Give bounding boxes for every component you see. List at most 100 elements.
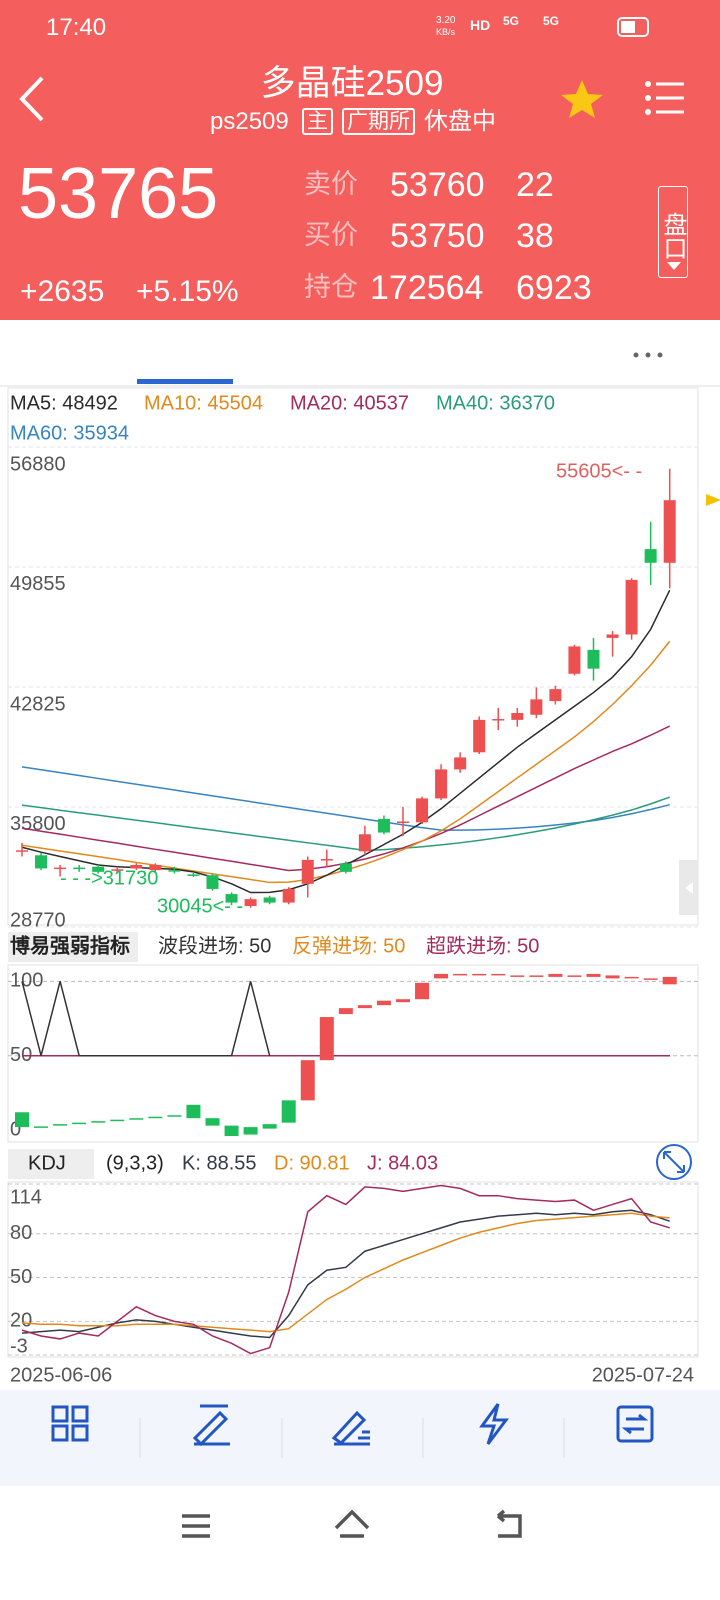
more-tabs[interactable]	[633, 352, 663, 358]
market-status: 休盘中	[424, 108, 496, 135]
candle-body	[167, 1115, 182, 1117]
candle-body	[91, 1121, 106, 1123]
candle-body	[530, 699, 543, 715]
wave-line	[21, 981, 271, 1057]
candle-body	[148, 1116, 163, 1119]
candle-body	[262, 1124, 277, 1129]
tab-underline	[137, 379, 233, 384]
x-tick-label: 2025-07-24	[592, 1364, 694, 1386]
toolbar-label[interactable]: 交易	[613, 1459, 655, 1482]
ma-line	[21, 796, 670, 852]
y-tick-label: -3	[10, 1335, 28, 1357]
tab[interactable]: 5m	[413, 337, 451, 367]
kdj-line	[21, 1184, 670, 1355]
toolbar-label[interactable]: 更多	[49, 1459, 91, 1482]
tab[interactable]: 3m	[537, 337, 575, 367]
candle-body	[454, 757, 467, 770]
quote-label: 卖价	[304, 169, 358, 199]
candle-body	[16, 850, 28, 852]
candle-body	[300, 1060, 315, 1101]
nav-icons[interactable]	[182, 1509, 522, 1538]
y-tick-label: 20	[10, 1310, 32, 1332]
tab[interactable]: 1m	[290, 337, 328, 367]
y-tick-label: 114	[10, 1186, 42, 1208]
candle-body	[643, 978, 658, 980]
ma-line	[21, 640, 671, 884]
ma-legend: MA60: 35934	[10, 422, 129, 444]
y-tick-label: 80	[10, 1222, 32, 1244]
kline-panel	[7, 387, 699, 926]
candle-body	[281, 1100, 296, 1123]
candle-body	[663, 500, 676, 563]
tab[interactable]: 分时	[35, 337, 89, 367]
candle-body	[110, 1119, 125, 1122]
expand-icon[interactable]	[656, 1144, 692, 1180]
candle-body	[263, 897, 276, 903]
y-tick-label: 42825	[10, 693, 66, 715]
indicator-title: 博易强弱指标	[10, 933, 130, 957]
candle-body	[624, 976, 639, 979]
candle-body	[301, 859, 314, 884]
candle-body	[492, 719, 505, 721]
clock: 17:40	[46, 14, 107, 41]
candle-body	[320, 859, 333, 861]
candle-body	[453, 973, 468, 976]
kdj-title: KDJ	[28, 1152, 66, 1174]
candle-body	[606, 634, 619, 638]
candle-body	[243, 1127, 258, 1135]
net1: 5G	[503, 14, 520, 28]
net-speed: 3.20	[436, 15, 456, 26]
ma-legend: MA10: 45504	[144, 392, 263, 414]
ma-line	[21, 725, 671, 872]
kdj-legend: K: 88.55	[182, 1152, 257, 1174]
candle-body	[415, 982, 430, 1000]
order-book-button[interactable]: 盘口	[658, 186, 688, 278]
candle-body	[168, 870, 181, 872]
indicator-panel	[7, 964, 699, 1143]
title: 多晶硅2509	[260, 64, 444, 103]
candle-body	[15, 1112, 29, 1128]
y-tick-label: 28770	[10, 909, 66, 931]
candle-body	[224, 1125, 239, 1137]
candle-body	[225, 894, 238, 903]
change: +2635	[20, 275, 105, 308]
y-tick-label: 49855	[10, 573, 66, 595]
quote-volume: 38	[516, 217, 554, 255]
kdj-line	[21, 1209, 670, 1339]
toolbar-separators	[139, 1418, 565, 1458]
candle-body	[662, 976, 677, 985]
candle-body	[338, 1008, 353, 1015]
change-pct: +5.15%	[136, 275, 239, 308]
toolbar-icons	[51, 1403, 654, 1447]
quote-volume: 6923	[516, 269, 592, 307]
y-tick-label: 0	[10, 1118, 21, 1140]
tab-active[interactable]: 日K	[163, 337, 209, 367]
toolbar-label[interactable]: 闪电下单	[451, 1459, 535, 1482]
toolbar-label[interactable]: 画线下单	[310, 1459, 394, 1482]
ma-line	[21, 766, 670, 831]
price-pointer	[706, 494, 720, 506]
side-handle-arrow	[685, 882, 693, 894]
price-annotation: 55605<- -	[556, 460, 642, 482]
candle-body	[129, 1118, 144, 1120]
candle-body	[376, 1000, 391, 1006]
candle-body	[548, 973, 563, 977]
quote-label: 买价	[304, 220, 358, 250]
candle-body	[472, 973, 487, 976]
candle-body	[511, 713, 524, 720]
candle-body	[416, 798, 429, 823]
kdj-legend: D: 90.81	[274, 1152, 350, 1174]
side-handle[interactable]	[679, 860, 698, 915]
candle-body	[319, 1017, 334, 1061]
candle-body	[35, 855, 48, 869]
quote-value: 53760	[390, 166, 485, 204]
candle-body	[34, 1126, 49, 1128]
candle-body	[206, 875, 219, 889]
toolbar-label[interactable]: 画线	[190, 1459, 232, 1482]
candle-body	[586, 973, 601, 977]
candle-body	[358, 834, 371, 852]
candle-body	[473, 719, 486, 753]
candle-body	[377, 818, 390, 833]
candle-body	[53, 1124, 68, 1126]
